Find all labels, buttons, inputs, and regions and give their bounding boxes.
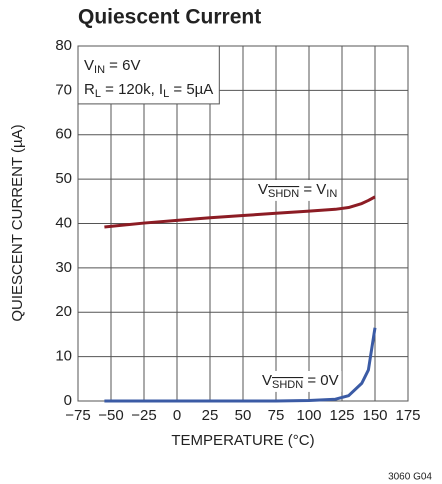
annotation: VSHDN = 0V: [262, 372, 339, 391]
annotation-background: [255, 179, 341, 201]
y-tick-label: 40: [55, 214, 72, 231]
x-tick-label: 150: [362, 407, 387, 424]
x-tick-label: −25: [131, 407, 156, 424]
y-tick-label: 80: [55, 37, 72, 54]
x-tick-label: 175: [395, 407, 420, 424]
y-axis-label: QUIESCENT CURRENT (µA): [9, 124, 26, 321]
y-tick-label: 10: [55, 348, 72, 365]
annotation-part: = V: [299, 181, 326, 198]
series-line: [104, 195, 376, 229]
x-tick-label: 25: [202, 407, 219, 424]
annotation: RL = 120k, IL = 5µA: [84, 81, 213, 100]
annotation-part: SHDN: [268, 188, 299, 200]
annotation-part: IN: [94, 64, 105, 76]
x-tick-label: −50: [98, 407, 123, 424]
annotation-part: = 6V: [105, 57, 140, 74]
y-tick-label: 70: [55, 81, 72, 98]
x-tick-label: 50: [235, 407, 252, 424]
footnote: 3060 G04: [388, 472, 432, 483]
annotation-part: R: [84, 81, 95, 98]
annotation: VSHDN = VIN: [258, 181, 337, 200]
annotation-background: [259, 370, 342, 392]
chart-title: Quiescent Current: [78, 6, 261, 29]
annotation: VIN = 6V: [84, 57, 140, 76]
annotation-part: = 5µA: [169, 81, 213, 98]
annotation-part: = 120k, I: [101, 81, 163, 98]
y-tick-label: 30: [55, 259, 72, 276]
y-tick-label: 20: [55, 303, 72, 320]
annotation-part: V: [84, 57, 94, 74]
annotation-part: IN: [326, 188, 337, 200]
x-tick-label: 0: [173, 407, 181, 424]
annotation-box: [77, 45, 220, 105]
x-tick-label: 75: [268, 407, 285, 424]
annotation-part: L: [163, 88, 169, 100]
x-tick-label: 125: [329, 407, 354, 424]
annotation-part: V: [262, 372, 272, 389]
annotation-part: = 0V: [303, 372, 338, 389]
x-axis-label: TEMPERATURE (°C): [171, 432, 314, 449]
y-tick-label: 0: [64, 392, 72, 409]
x-tick-label: −75: [65, 407, 90, 424]
annotation-part: V: [258, 181, 268, 198]
y-tick-label: 50: [55, 170, 72, 187]
y-tick-label: 60: [55, 126, 72, 143]
x-tick-label: 100: [296, 407, 321, 424]
series-line: [104, 327, 377, 403]
annotation-part: SHDN: [272, 379, 303, 391]
annotation-part: L: [95, 88, 101, 100]
